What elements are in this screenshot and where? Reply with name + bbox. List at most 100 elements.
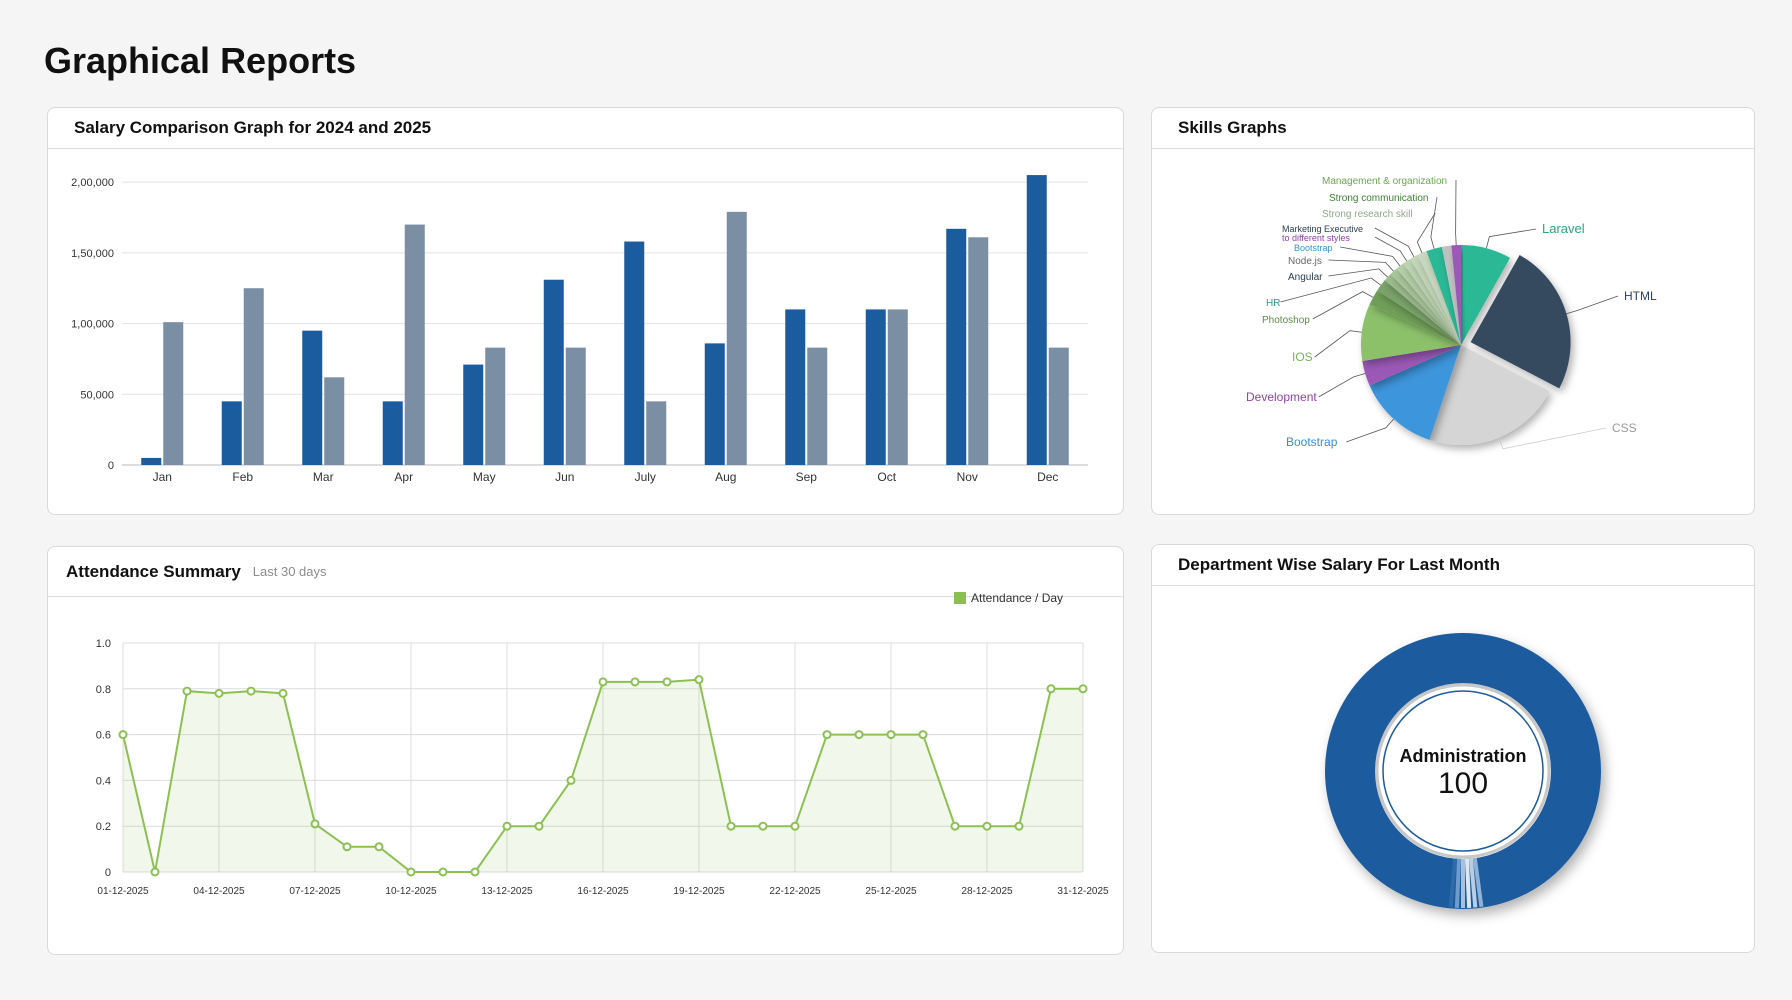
data-point: [854, 730, 864, 740]
pie-slice: [1426, 246, 1461, 345]
pie-slice-label: Marketing Executive: [1282, 224, 1363, 234]
bar-2024-oct: [865, 309, 886, 465]
pie-slice: [1410, 254, 1461, 345]
donut-stripe: [1454, 858, 1462, 908]
x-tick-label: Aug: [715, 470, 736, 484]
pie-slice-label: Management & organization: [1322, 176, 1447, 187]
skills-pie-chart: Laravel HTML CSS Bootstrap Development IOS Pho…: [1246, 176, 1657, 450]
pie-slice-label: Angular: [1288, 272, 1323, 283]
pie-slice-label: Bootstrap: [1286, 435, 1338, 449]
data-point: [534, 821, 544, 831]
pie-leader-line: [1280, 277, 1382, 303]
bar-2025-dec: [1048, 347, 1069, 465]
x-tick-label: 31-12-2025: [1057, 886, 1109, 897]
y-tick-label: 1.0: [96, 638, 111, 650]
x-tick-label: 10-12-2025: [385, 886, 437, 897]
data-point: [118, 730, 128, 740]
pie-leader-line: [1430, 196, 1438, 249]
x-tick-label: 25-12-2025: [865, 886, 917, 897]
x-tick-label: Mar: [313, 470, 334, 484]
area-fill: [123, 679, 1083, 872]
bar-2025-may: [485, 347, 506, 465]
bar-2024-nov: [946, 228, 967, 465]
x-tick-label: 01-12-2025: [97, 886, 149, 897]
pie-slice-label: Photoshop: [1262, 315, 1310, 326]
y-tick-label: 0.2: [96, 821, 111, 833]
legend-label: Attendance / Day: [971, 591, 1063, 605]
pie-slice: [1451, 245, 1461, 345]
pie-slice-label: Node.js: [1288, 256, 1322, 267]
y-tick-label: 0.4: [96, 775, 111, 787]
bar-2025-aug: [726, 211, 747, 465]
data-point: [886, 730, 896, 740]
data-point: [310, 819, 320, 829]
bar-2024-mar: [302, 330, 323, 465]
data-point: [630, 677, 640, 687]
data-point: [950, 821, 960, 831]
salary-comparison-card: Salary Comparison Graph for 2024 and 202…: [47, 107, 1124, 515]
y-tick-label: 0.8: [96, 684, 111, 696]
skills-card-title: Skills Graphs: [1152, 108, 1754, 149]
data-point: [438, 867, 448, 877]
donut-stripe: [1472, 857, 1484, 908]
data-point: [246, 686, 256, 696]
donut-stripe: [1442, 857, 1454, 908]
pie-leader-line: [1328, 268, 1388, 278]
pie-leader-line: [1485, 228, 1537, 249]
pie-leader-line: [1566, 295, 1619, 315]
donut-center-label: Administration: [1399, 746, 1526, 766]
pie-slice: [1429, 345, 1550, 446]
data-point: [342, 842, 352, 852]
pie-slice: [1441, 245, 1461, 345]
y-tick-label: 0: [108, 460, 114, 472]
x-tick-label: 07-12-2025: [289, 886, 341, 897]
data-point: [1014, 821, 1024, 831]
donut-stripe: [1464, 858, 1472, 908]
bar-2024-apr: [382, 401, 403, 465]
x-tick-label: Jan: [153, 470, 172, 484]
page-title: Graphical Reports: [44, 40, 357, 81]
bar-2024-jun: [543, 279, 564, 465]
data-point: [182, 686, 192, 696]
x-tick-label: July: [635, 470, 656, 484]
data-point: [214, 688, 224, 698]
x-tick-label: Oct: [877, 470, 896, 484]
donut-center-value: 100: [1438, 767, 1488, 800]
pie-slice: [1461, 245, 1511, 345]
bar-2025-mar: [324, 377, 345, 465]
bar-2025-oct: [887, 309, 908, 465]
bar-2024-dec: [1026, 175, 1047, 466]
bar-2024-jan: [141, 457, 162, 465]
data-point: [150, 867, 160, 877]
y-tick-label: 50,000: [80, 389, 114, 401]
bar-2025-sep: [807, 347, 828, 465]
data-point: [758, 821, 768, 831]
pie-slice-label: IOS: [1292, 350, 1313, 364]
pie-leader-line: [1374, 227, 1415, 257]
pie-leader-line: [1416, 212, 1436, 254]
pie-slice-label: HR: [1266, 298, 1280, 309]
data-point: [278, 688, 288, 698]
x-tick-label: Dec: [1037, 470, 1058, 484]
x-tick-label: May: [473, 470, 496, 484]
bar-2024-july: [624, 241, 645, 465]
pie-slice-label: Bootstrap: [1294, 243, 1333, 253]
pie-slice: [1384, 274, 1461, 345]
data-point: [406, 867, 416, 877]
x-tick-label: Sep: [796, 470, 818, 484]
pie-slice-label: Strong research skill: [1322, 209, 1413, 220]
bar-2025-nov: [968, 237, 989, 465]
pie-slice: [1396, 263, 1461, 345]
pie-slice-label: Strong communication: [1329, 193, 1429, 204]
pie-slice: [1417, 251, 1461, 345]
attendance-card-subtitle: Last 30 days: [252, 564, 327, 579]
x-tick-label: Feb: [232, 470, 253, 484]
bar-2025-apr: [404, 224, 425, 465]
bar-2024-may: [463, 364, 484, 465]
bar-2024-sep: [785, 309, 806, 465]
pie-slice: [1361, 304, 1461, 361]
attendance-summary-card: Attendance Summary Last 30 days Attendan…: [47, 546, 1124, 955]
data-point: [470, 867, 480, 877]
bar-2025-jun: [565, 347, 586, 465]
pie-leader-line: [1498, 427, 1607, 450]
